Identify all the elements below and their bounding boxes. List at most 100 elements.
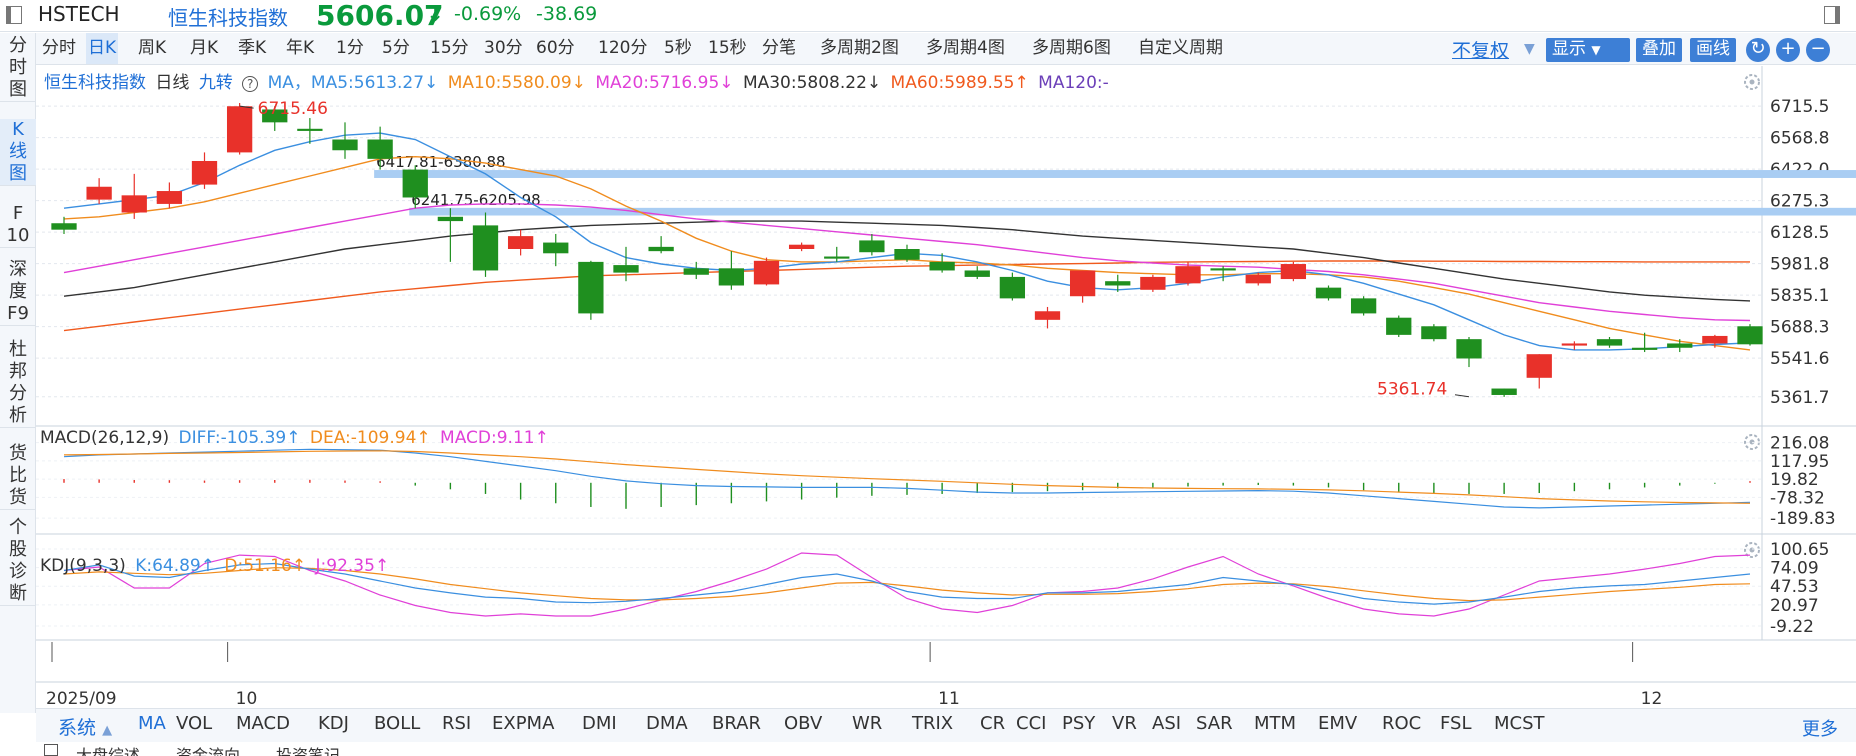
candle-up bbox=[1140, 276, 1166, 290]
indicator-tab[interactable]: OBV bbox=[784, 713, 823, 734]
left-tab[interactable]: K 线 图 bbox=[0, 119, 36, 186]
overlay-button[interactable]: 叠加 bbox=[1636, 38, 1682, 62]
indicator-tab[interactable]: KDJ bbox=[318, 713, 349, 734]
period-tab[interactable]: 15秒 bbox=[708, 38, 747, 58]
display-button[interactable]: 显示 ▼ bbox=[1546, 38, 1630, 62]
indicator-tab[interactable]: VR bbox=[1112, 713, 1137, 734]
more-button[interactable]: 更多 bbox=[1802, 719, 1838, 740]
settings-gear-icon[interactable] bbox=[1744, 74, 1760, 90]
draw-line-button[interactable]: 画线 bbox=[1690, 38, 1736, 62]
indicator-tab[interactable]: WR bbox=[852, 713, 883, 734]
period-tab[interactable]: 季K bbox=[238, 38, 267, 58]
indicator-tab[interactable]: DMI bbox=[582, 713, 617, 734]
candle-down bbox=[1491, 388, 1517, 395]
period-tab[interactable]: 日K bbox=[86, 33, 119, 64]
indicator-tab[interactable]: DMA bbox=[646, 713, 688, 734]
indicator-tab[interactable]: CR bbox=[980, 713, 1006, 734]
kdj-legend-d: D:51.16↑ bbox=[224, 556, 307, 576]
indicator-tab[interactable]: PSY bbox=[1062, 713, 1096, 734]
period-tab[interactable]: 5分 bbox=[382, 38, 410, 58]
indicator-tab[interactable]: MTM bbox=[1254, 713, 1297, 734]
indicator-tab[interactable]: EMV bbox=[1318, 713, 1358, 734]
fuquan-dropdown[interactable]: 不复权 bbox=[1452, 40, 1510, 62]
candle-up bbox=[1526, 354, 1552, 378]
period-tab[interactable]: 15分 bbox=[430, 38, 469, 58]
price-tick-label: 6128.5 bbox=[1770, 223, 1829, 243]
period-tab[interactable]: 周K bbox=[138, 38, 167, 58]
indicator-tab[interactable]: MACD bbox=[236, 713, 290, 734]
indicator-tab[interactable]: BOLL bbox=[374, 713, 421, 734]
indicator-tab[interactable]: TRIX bbox=[912, 713, 954, 734]
info-tab[interactable]: 投资笔记 bbox=[276, 746, 341, 756]
info-tab[interactable]: 资金流向 bbox=[176, 746, 241, 756]
info-tab[interactable]: 大盘综述 bbox=[76, 746, 141, 756]
macd-legend-name: MACD(26,12,9) bbox=[40, 428, 170, 448]
indicator-tab[interactable]: ROC bbox=[1382, 713, 1422, 734]
legend-ma5: MA，MA5:5613.27↓ bbox=[267, 73, 439, 93]
left-tab[interactable]: 杜 邦 分 析 bbox=[0, 339, 36, 428]
macd-tick-label: 117.95 bbox=[1770, 452, 1829, 472]
left-tab[interactable]: 深 度 F9 bbox=[0, 259, 36, 326]
period-tab[interactable]: 多周期4图 bbox=[926, 38, 1005, 58]
period-tab[interactable]: 分时 bbox=[42, 38, 76, 58]
indicator-tab[interactable]: CCI bbox=[1016, 713, 1047, 734]
legend-period: 日线 bbox=[155, 73, 190, 93]
indicator-tab[interactable]: FSL bbox=[1440, 713, 1472, 734]
settings-gear-icon[interactable] bbox=[1744, 434, 1760, 450]
collapse-checkbox-icon[interactable] bbox=[44, 744, 58, 756]
panel-toggle-icon[interactable] bbox=[1824, 6, 1840, 24]
display-button-label: 显示 bbox=[1552, 39, 1586, 59]
period-tab[interactable]: 多周期6图 bbox=[1032, 38, 1111, 58]
fuquan-chevron-down-icon[interactable]: ▼ bbox=[1524, 41, 1535, 57]
candle-up bbox=[1245, 274, 1271, 284]
left-tab[interactable]: 分 时 图 bbox=[0, 35, 36, 102]
candle-down bbox=[332, 139, 358, 151]
candle-down bbox=[824, 256, 850, 259]
indicator-tab[interactable]: ASI bbox=[1152, 713, 1182, 734]
indicator-tab[interactable]: VOL bbox=[176, 713, 213, 734]
ma30-line bbox=[63, 220, 1751, 302]
period-tab[interactable]: 多周期2图 bbox=[820, 38, 899, 58]
refresh-icon[interactable]: ↻ bbox=[1746, 38, 1770, 62]
kdj-legend: KDJ(9,3,3) K:64.89↑ D:51.16↑ J:92.35↑ bbox=[40, 556, 393, 576]
indicator-tab[interactable]: MA bbox=[138, 713, 166, 734]
gear-hub bbox=[1749, 439, 1755, 445]
candle-up bbox=[86, 186, 112, 200]
candle-up bbox=[1280, 264, 1307, 280]
period-tab[interactable]: 分笔 bbox=[762, 38, 796, 58]
period-tab[interactable]: 60分 bbox=[536, 38, 575, 58]
zoom-out-icon[interactable]: − bbox=[1806, 38, 1830, 62]
left-tab[interactable]: F 10 bbox=[0, 203, 36, 248]
kdj-tick-label: 47.53 bbox=[1770, 577, 1819, 597]
indicator-tab[interactable]: EXPMA bbox=[492, 713, 555, 734]
legend-nine-turn[interactable]: 九转 bbox=[198, 73, 233, 93]
system-button[interactable]: 系统 ▲ bbox=[58, 713, 112, 740]
period-tab[interactable]: 120分 bbox=[598, 38, 648, 58]
kline-chart[interactable]: 6715.56568.86422.06275.36128.55981.85835… bbox=[36, 66, 1856, 708]
period-tab[interactable]: 自定义周期 bbox=[1138, 38, 1223, 58]
indicator-tab[interactable]: BRAR bbox=[712, 713, 761, 734]
indicator-tab[interactable]: SAR bbox=[1196, 713, 1233, 734]
indicator-tab[interactable]: RSI bbox=[442, 713, 472, 734]
candle-down bbox=[683, 268, 709, 275]
left-tab[interactable]: 个 股 诊 断 bbox=[0, 517, 36, 606]
candle-down bbox=[999, 276, 1026, 299]
price-band-label: 6417.81-6380.88 bbox=[376, 153, 505, 171]
macd-tick-label: 19.82 bbox=[1770, 470, 1819, 490]
left-tab[interactable]: 货 比 货 bbox=[0, 443, 36, 510]
period-tab[interactable]: 30分 bbox=[484, 38, 523, 58]
period-tab[interactable]: 年K bbox=[286, 38, 315, 58]
sidebar-toggle-icon[interactable] bbox=[6, 6, 22, 24]
legend-index-name: 恒生科技指数 bbox=[44, 73, 146, 93]
candle-down bbox=[894, 249, 920, 260]
indicator-tab[interactable]: MCST bbox=[1494, 713, 1545, 734]
price-tick-label: 6568.8 bbox=[1770, 129, 1829, 149]
stock-name[interactable]: 恒生科技指数 bbox=[168, 6, 288, 30]
period-tab[interactable]: 1分 bbox=[336, 38, 364, 58]
period-tab[interactable]: 5秒 bbox=[664, 38, 692, 58]
legend-ma60: MA60:5989.55↑ bbox=[890, 73, 1029, 93]
zoom-in-icon[interactable]: + bbox=[1776, 38, 1800, 62]
help-icon[interactable]: ? bbox=[242, 76, 259, 92]
period-tab[interactable]: 月K bbox=[190, 38, 219, 58]
candle-down bbox=[472, 225, 499, 271]
